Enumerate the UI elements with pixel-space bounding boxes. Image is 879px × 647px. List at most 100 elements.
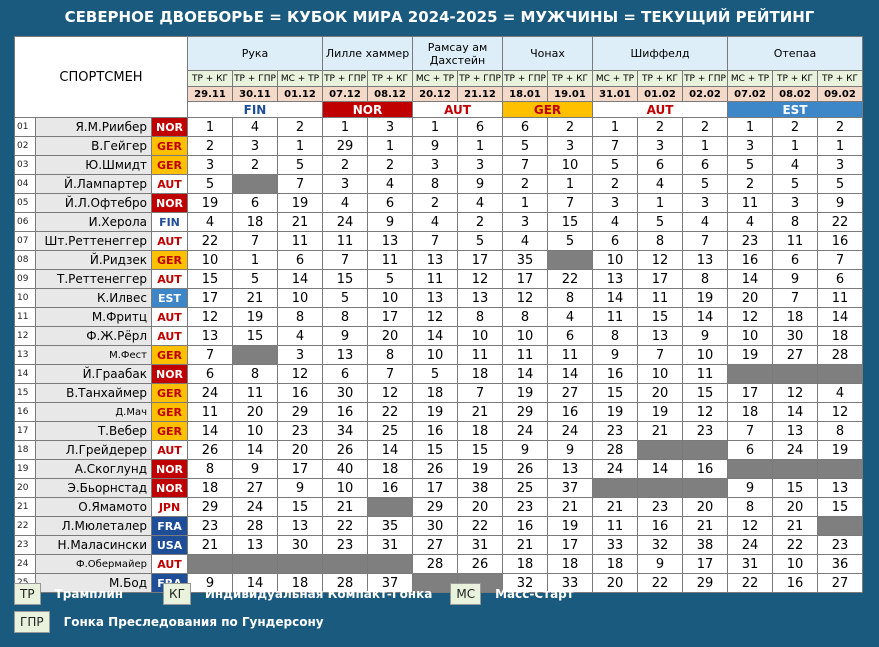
result-cell: 8 [277, 307, 323, 327]
result-cell: 17 [637, 269, 683, 289]
result-cell: 21 [547, 497, 593, 517]
result-cell: 15 [322, 269, 368, 289]
result-cell: 3 [547, 136, 593, 156]
result-cell: 11 [592, 516, 638, 536]
result-cell: 9 [637, 554, 683, 574]
result-cell: 4 [502, 231, 548, 251]
result-cell: 5 [547, 231, 593, 251]
result-cell: 20 [232, 402, 278, 422]
result-cell [682, 440, 728, 460]
result-cell: 28 [412, 554, 458, 574]
result-cell: 19 [727, 345, 773, 365]
athlete-name: В.Танхаймер [35, 383, 152, 403]
result-cell: 11 [592, 307, 638, 327]
result-cell: 8 [592, 326, 638, 346]
result-cell: 14 [232, 440, 278, 460]
result-cell: 9 [277, 478, 323, 498]
result-cell [277, 554, 323, 574]
result-cell: 2 [367, 155, 413, 175]
country-badge: GER [151, 345, 188, 365]
result-cell: 12 [502, 288, 548, 308]
result-cell: 3 [817, 155, 863, 175]
result-cell: 1 [457, 136, 503, 156]
country-badge: AUT [151, 174, 188, 194]
result-cell: 16 [547, 402, 593, 422]
result-cell: 29 [682, 573, 728, 593]
event-type-header: ТР + ГПР [502, 70, 548, 87]
host-country-badge: AUT [412, 101, 503, 118]
rank-number: 12 [14, 326, 36, 346]
result-cell: 24 [727, 535, 773, 555]
date-header: 19.01 [547, 86, 593, 102]
result-cell: 2 [682, 117, 728, 137]
rank-number: 10 [14, 288, 36, 308]
athlete-name: А.Скоглунд [35, 459, 152, 479]
result-cell: 14 [232, 573, 278, 593]
result-cell: 10 [772, 554, 818, 574]
result-cell: 1 [187, 117, 233, 137]
result-cell: 7 [592, 136, 638, 156]
rank-number: 13 [14, 345, 36, 365]
result-cell: 10 [637, 364, 683, 384]
result-cell: 17 [727, 383, 773, 403]
result-cell: 21 [457, 402, 503, 422]
result-cell: 26 [502, 459, 548, 479]
result-cell: 23 [277, 421, 323, 441]
result-cell: 5 [772, 174, 818, 194]
result-cell: 7 [682, 231, 728, 251]
event-type-header: МС + ТР [412, 70, 458, 87]
result-cell [817, 459, 863, 479]
result-cell: 20 [277, 440, 323, 460]
athlete-name: М.Бод [35, 573, 152, 593]
result-cell: 25 [367, 421, 413, 441]
result-cell: 15 [637, 307, 683, 327]
result-cell: 3 [457, 155, 503, 175]
athlete-name: Ю.Шмидт [35, 155, 152, 175]
result-cell: 8 [187, 459, 233, 479]
result-cell: 3 [232, 136, 278, 156]
result-cell: 21 [232, 288, 278, 308]
athlete-name: Й.Ридзек [35, 250, 152, 270]
result-cell: 5 [817, 174, 863, 194]
legend-text: Гонка Преследования по Гундерсону [63, 615, 324, 629]
event-type-header: ТР + КГ [817, 70, 863, 87]
result-cell: 12 [727, 307, 773, 327]
rank-number: 18 [14, 440, 36, 460]
result-cell: 14 [547, 364, 593, 384]
result-cell: 7 [232, 231, 278, 251]
legend-row-1: ТР Трамплин КГ Индивидуальная Компакт-Го… [14, 583, 574, 605]
result-cell: 14 [817, 307, 863, 327]
result-cell: 2 [277, 117, 323, 137]
result-cell: 25 [502, 478, 548, 498]
result-cell: 8 [727, 497, 773, 517]
result-cell: 17 [547, 535, 593, 555]
result-cell: 1 [682, 136, 728, 156]
result-cell: 23 [637, 497, 683, 517]
result-cell: 22 [817, 212, 863, 232]
legend-text: Индивидуальная Компакт-Гонка [204, 587, 433, 601]
athlete-name: Д.Мач [35, 402, 152, 422]
result-cell: 14 [277, 269, 323, 289]
result-cell: 19 [637, 402, 683, 422]
result-cell: 9 [592, 345, 638, 365]
country-badge: JPN [151, 497, 188, 517]
result-cell: 6 [772, 250, 818, 270]
result-cell: 26 [412, 459, 458, 479]
country-badge: NOR [151, 459, 188, 479]
result-cell: 29 [277, 402, 323, 422]
rank-number: 14 [14, 364, 36, 384]
date-header: 29.11 [187, 86, 233, 102]
result-cell: 8 [322, 307, 368, 327]
result-cell: 13 [592, 269, 638, 289]
result-cell: 7 [322, 250, 368, 270]
country-badge: AUT [151, 326, 188, 346]
result-cell: 11 [547, 345, 593, 365]
result-cell: 4 [637, 174, 683, 194]
result-cell: 19 [187, 193, 233, 213]
country-badge: AUT [151, 307, 188, 327]
host-country-badge: GER [502, 101, 593, 118]
result-cell: 21 [637, 421, 683, 441]
athlete-name: Л.Мюлеталер [35, 516, 152, 536]
result-cell: 7 [772, 288, 818, 308]
result-cell: 6 [232, 193, 278, 213]
